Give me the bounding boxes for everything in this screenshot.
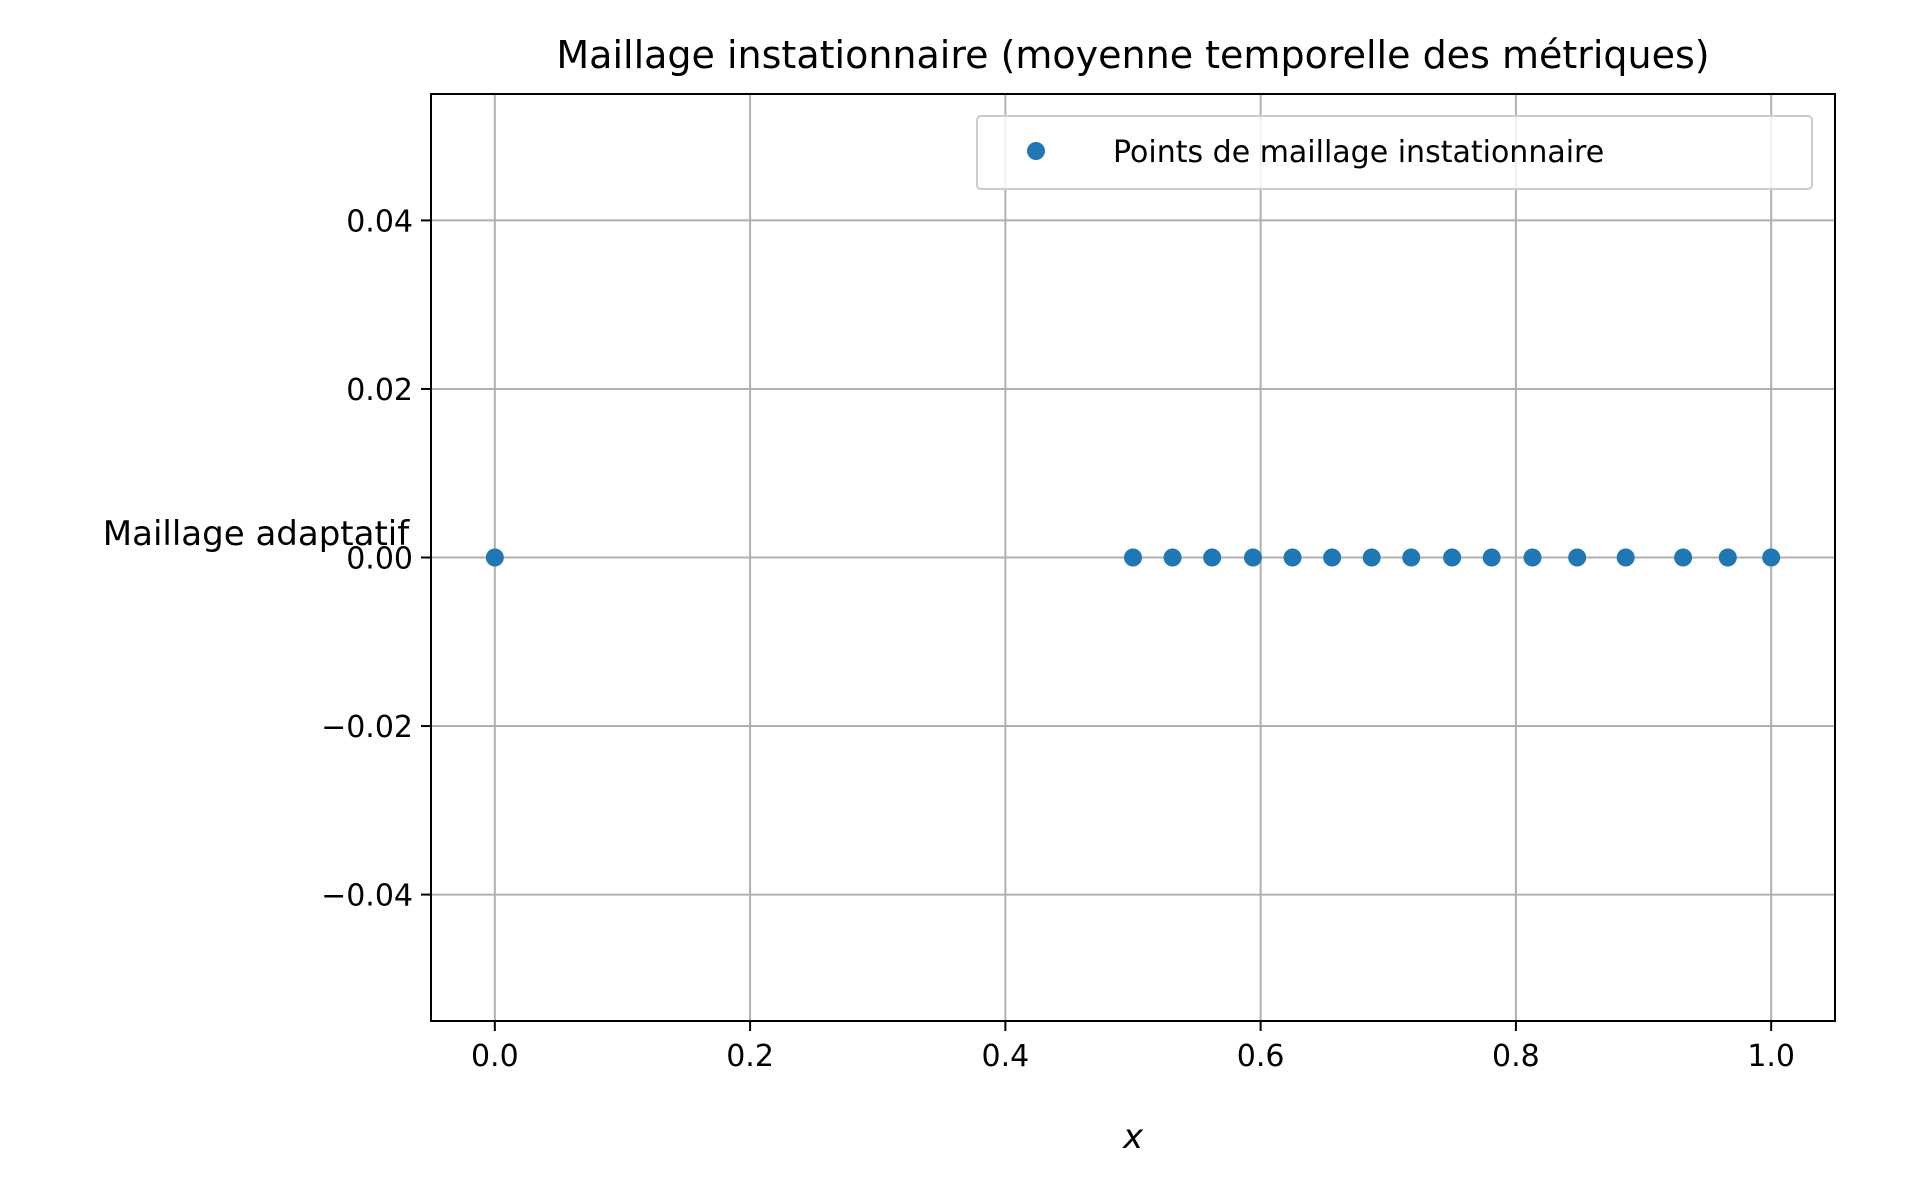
data-point	[1523, 548, 1542, 567]
axis-ticks: 0.0 0.2 0.4 0.6 0.8 1.0 −0.04 −0.02 0.00 0.02 0.04	[321, 204, 1795, 1074]
data-point	[1283, 548, 1302, 567]
data-point	[1443, 548, 1462, 567]
data-point	[1163, 548, 1182, 567]
data-point	[1402, 548, 1421, 567]
x-tick-label: 1.0	[1747, 1039, 1795, 1074]
data-point	[1243, 548, 1262, 567]
data-point	[485, 548, 504, 567]
x-tick-label: 0.6	[1237, 1039, 1285, 1074]
legend: Points de maillage instationnaire	[976, 115, 1813, 190]
data-point	[1362, 548, 1381, 567]
data-point	[1323, 548, 1342, 567]
x-tick-label: 0.2	[726, 1039, 774, 1074]
data-point	[1124, 548, 1142, 567]
y-axis-label: Maillage adaptatif	[103, 514, 410, 554]
x-axis-label: x	[1122, 1117, 1144, 1157]
y-tick-label: −0.02	[321, 710, 413, 745]
legend-box	[976, 115, 1813, 190]
legend-label: Points de maillage instationnaire	[1113, 135, 1604, 170]
data-point	[1718, 548, 1737, 567]
grid	[431, 94, 1835, 1021]
x-tick-label: 0.4	[982, 1039, 1030, 1074]
y-tick-label: 0.00	[346, 542, 413, 577]
chart-title: Maillage instationnaire (moyenne tempore…	[556, 33, 1709, 77]
y-tick-label: 0.04	[346, 204, 413, 239]
x-tick-label: 0.0	[471, 1039, 519, 1074]
data-point	[1203, 548, 1222, 567]
x-tick-label: 0.8	[1492, 1039, 1540, 1074]
data-point	[1616, 548, 1635, 567]
legend-marker	[1027, 142, 1045, 160]
y-tick-label: 0.02	[346, 373, 413, 408]
y-tick-label: −0.04	[321, 879, 413, 914]
data-points	[485, 548, 1781, 567]
data-point	[1482, 548, 1501, 567]
data-point	[1568, 548, 1587, 567]
data-point	[1762, 548, 1781, 567]
data-point	[1674, 548, 1693, 567]
